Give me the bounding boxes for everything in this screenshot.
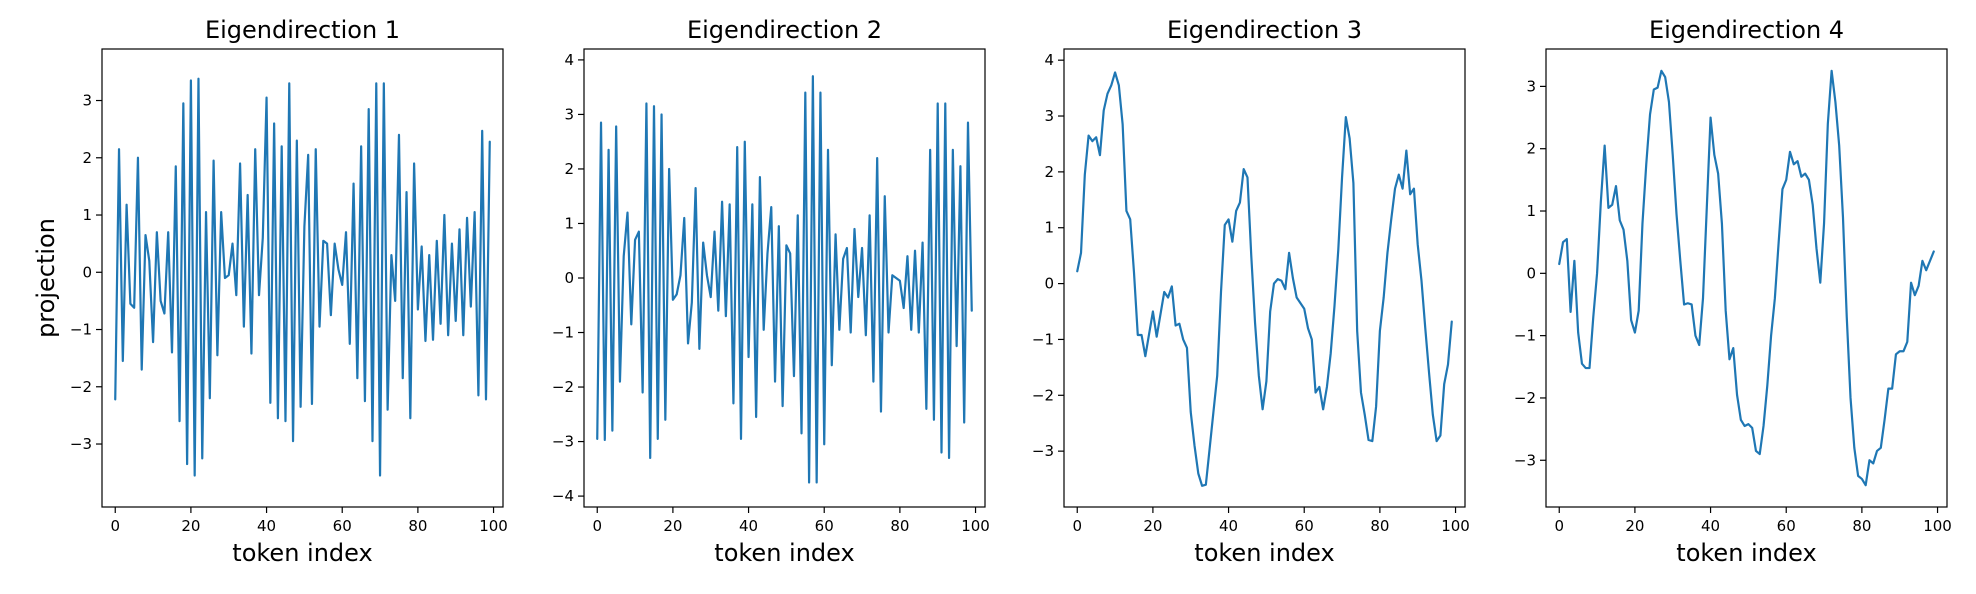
y-tick-label: 1: [82, 206, 92, 224]
y-tick-label: −2: [1032, 386, 1054, 404]
y-tick-label: −2: [1514, 389, 1536, 407]
series-line: [1558, 69, 1935, 487]
x-tick-label: 0: [592, 517, 602, 535]
y-tick-label: 1: [1044, 219, 1054, 237]
x-tick-label: 100: [1441, 517, 1470, 535]
x-tick-label: 20: [663, 517, 682, 535]
x-tick-label: 60: [1295, 517, 1314, 535]
y-tick-label: 3: [1044, 107, 1054, 125]
x-tick-label: 20: [181, 517, 200, 535]
x-tick-label: 20: [1625, 517, 1644, 535]
series-line: [1076, 71, 1453, 487]
series-line: [596, 75, 973, 484]
y-tick-label: 4: [564, 51, 574, 69]
x-tick-label: 0: [110, 517, 120, 535]
x-axis-label: token index: [714, 539, 854, 567]
y-tick-label: 2: [564, 160, 574, 178]
x-tick-label: 80: [408, 517, 427, 535]
x-tick-label: 100: [1923, 517, 1952, 535]
y-tick-label: −2: [552, 378, 574, 396]
y-tick-label: −1: [552, 324, 574, 342]
chart-title: Eigendirection 3: [1167, 16, 1362, 44]
x-tick-label: 80: [1370, 517, 1389, 535]
y-tick-label: 0: [1526, 264, 1536, 282]
chart-title: Eigendirection 1: [205, 16, 400, 44]
y-tick-label: −3: [1032, 442, 1054, 460]
y-tick-label: 2: [82, 149, 92, 167]
y-tick-label: 3: [564, 105, 574, 123]
y-tick-label: −1: [1032, 330, 1054, 348]
x-tick-label: 80: [1852, 517, 1871, 535]
y-tick-label: −2: [70, 378, 92, 396]
y-tick-label: 3: [82, 92, 92, 110]
axes-frame: [101, 48, 504, 508]
x-axis-label: token index: [1194, 539, 1334, 567]
y-tick-label: −3: [1514, 451, 1536, 469]
x-axis-label: token index: [1676, 539, 1816, 567]
y-tick-label: 0: [564, 269, 574, 287]
x-tick-label: 0: [1554, 517, 1564, 535]
x-tick-label: 60: [1777, 517, 1796, 535]
x-tick-label: 80: [890, 517, 909, 535]
axes-frame: [1063, 48, 1466, 508]
chart-panel-3: 0 20 40 60 80 100 −3 −2 −1 0 1 2 3 4 Eigendirection 3 t…: [1032, 16, 1470, 567]
y-tick-label: 2: [1526, 140, 1536, 158]
y-tick-label: −1: [1514, 327, 1536, 345]
x-tick-label: 60: [333, 517, 352, 535]
y-tick-label: 0: [82, 263, 92, 281]
x-tick-label: 20: [1143, 517, 1162, 535]
y-tick-label: 3: [1526, 77, 1536, 95]
y-tick-label: 1: [564, 214, 574, 232]
y-tick-label: 0: [1044, 275, 1054, 293]
x-tick-label: 100: [479, 517, 508, 535]
x-axis-label: token index: [232, 539, 372, 567]
x-tick-label: 100: [961, 517, 990, 535]
y-tick-label: −1: [70, 321, 92, 339]
chart-title: Eigendirection 4: [1649, 16, 1844, 44]
chart-panel-1: 0 20 40 60 80 100 −3 −2 −1 0 1 2 3 Eigendirection 1 to…: [32, 16, 508, 567]
x-tick-label: 40: [1219, 517, 1238, 535]
y-tick-label: 4: [1044, 51, 1054, 69]
x-tick-label: 40: [739, 517, 758, 535]
y-tick-label: 1: [1526, 202, 1536, 220]
axes-frame: [1545, 48, 1948, 508]
y-tick-label: −3: [70, 435, 92, 453]
series-line: [114, 77, 491, 477]
chart-title: Eigendirection 2: [687, 16, 882, 44]
y-axis-label: projection: [32, 218, 60, 338]
x-tick-label: 60: [815, 517, 834, 535]
y-tick-label: 2: [1044, 163, 1054, 181]
x-tick-label: 40: [1701, 517, 1720, 535]
x-tick-label: 40: [257, 517, 276, 535]
x-tick-label: 0: [1072, 517, 1082, 535]
chart-panel-2: 0 20 40 60 80 100 −4 −3 −2 −1 0 1 2 3 4 Eigendirection …: [552, 16, 990, 567]
y-tick-label: −3: [552, 433, 574, 451]
chart-panel-4: 0 20 40 60 80 100 −3 −2 −1 0 1 2 3 Eigendirection 4 to…: [1514, 16, 1952, 567]
y-tick-label: −4: [552, 487, 574, 505]
